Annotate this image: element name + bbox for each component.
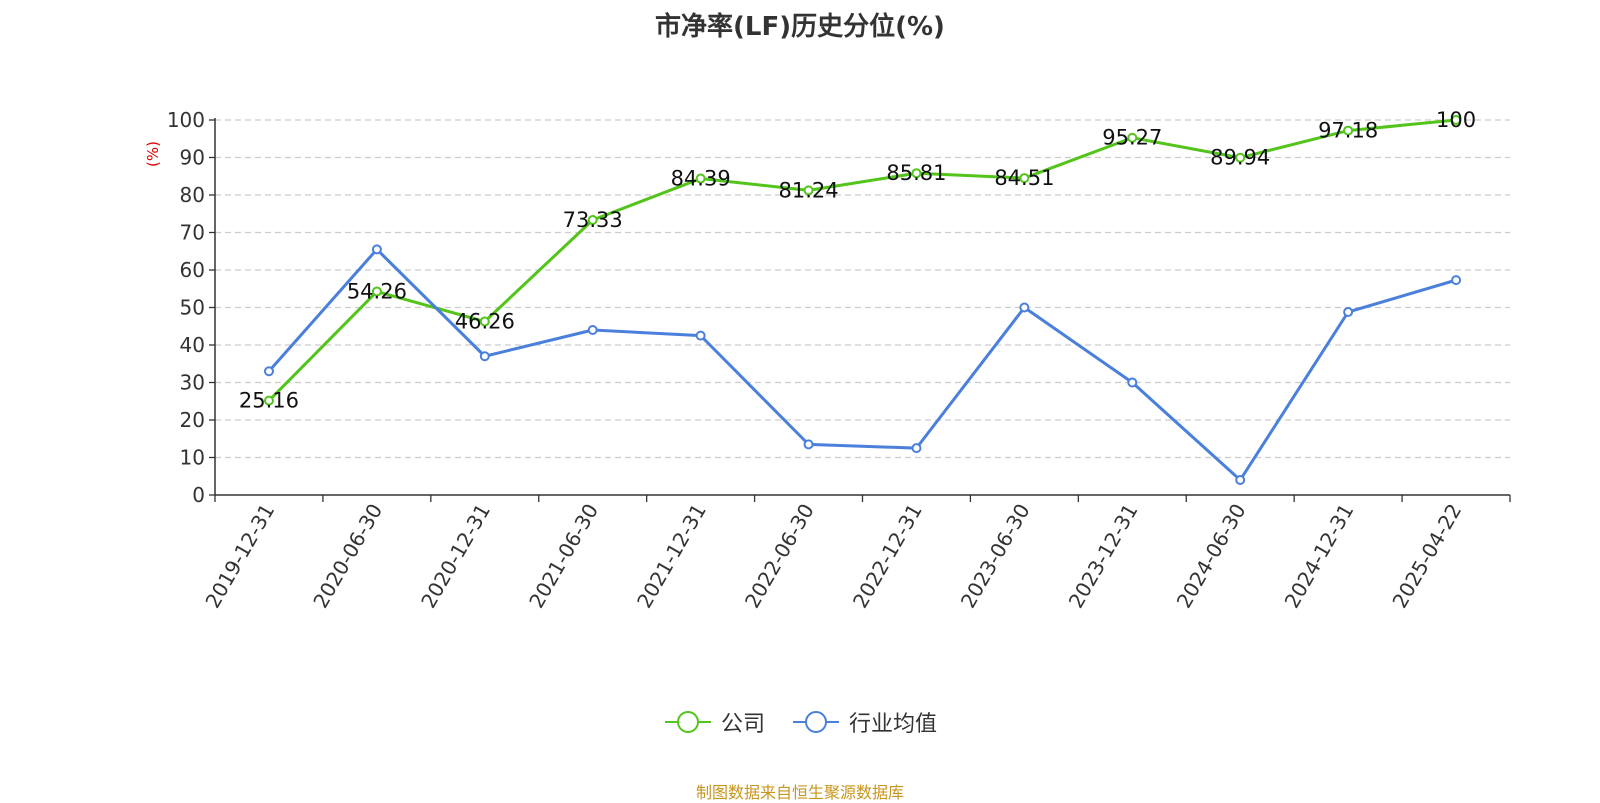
y-tick-label: 50: [180, 296, 205, 320]
legend-item-company[interactable]: 公司: [663, 706, 765, 738]
data-label: 25.16: [239, 389, 299, 413]
y-tick-label: 90: [180, 146, 205, 170]
legend-item-industry[interactable]: 行业均值: [791, 706, 937, 738]
data-label: 85.81: [886, 161, 946, 185]
y-tick-label: 20: [180, 408, 205, 432]
series-0-point: [1451, 115, 1462, 125]
series-1-point: [1235, 475, 1246, 485]
series-1-point: [695, 330, 706, 341]
y-tick-label: 30: [180, 371, 205, 395]
x-tick-label: 2021-12-31: [632, 500, 711, 613]
y-tick-label: 70: [180, 221, 205, 245]
series-0-point: [1127, 132, 1138, 143]
x-tick-label: 2022-06-30: [740, 500, 819, 613]
series-0-point: [911, 168, 922, 179]
chart-title: 市净率(LF)历史分位(%): [655, 12, 945, 42]
x-tick-label: 2024-06-30: [1172, 500, 1251, 613]
x-tick-label: 2023-12-31: [1064, 500, 1143, 613]
series-0-point: [479, 316, 490, 327]
data-label: 81.24: [778, 178, 838, 202]
legend-company-label: 公司: [720, 712, 765, 737]
y-tick-label: 80: [180, 183, 205, 207]
x-tick-label: 2023-06-30: [956, 500, 1035, 613]
x-tick-label: 2025-04-22: [1387, 500, 1466, 613]
series-0-point: [695, 173, 706, 184]
data-labels: 25.16 54.26 46.26 73.33 84.39 81.24 85.81 84.51…: [239, 108, 1476, 413]
y-tick-label: 10: [180, 446, 205, 470]
series-0-point: [803, 185, 814, 196]
series-1-point: [587, 325, 598, 335]
data-label: 95.27: [1102, 126, 1162, 150]
series-line-0: [267, 118, 1457, 402]
series-1-point: [263, 366, 274, 377]
series-1-point: [479, 351, 490, 362]
x-tick-label: 2020-06-30: [308, 500, 387, 613]
data-label: 84.51: [994, 166, 1054, 190]
series-0-point: [371, 286, 382, 297]
y-tick-label: 100: [167, 108, 205, 132]
series-line-1: [267, 247, 1457, 482]
series-1-point: [911, 443, 922, 454]
series-1-point: [1343, 307, 1354, 317]
series-0-point: [263, 395, 274, 406]
legend: 公司 行业均值: [0, 706, 1600, 738]
data-label: 73.33: [563, 208, 623, 232]
source-note: 制图数据来自恒生聚源数据库: [695, 783, 904, 802]
x-tick-label: 2020-12-31: [416, 499, 495, 612]
data-label: 84.39: [671, 167, 731, 191]
series-0-point: [1343, 125, 1354, 136]
data-label: 46.26: [455, 310, 515, 334]
x-tick-label: 2021-06-30: [524, 500, 603, 613]
series: [263, 115, 1462, 485]
y-tick-label: 60: [180, 258, 205, 282]
series-1-point: [803, 439, 814, 450]
series-1-point: [1451, 275, 1462, 286]
y-tick-label: 0: [192, 483, 205, 507]
data-label: 97.18: [1318, 119, 1378, 143]
series-1-point: [371, 244, 382, 255]
series-0-point: [1019, 173, 1030, 184]
legend-company-line-icon: [664, 711, 711, 733]
y-tick-label: 40: [180, 333, 205, 357]
data-label: 89.94: [1210, 146, 1270, 170]
series-0-point: [587, 215, 598, 226]
x-tick-label: 2024-12-31: [1280, 500, 1359, 613]
series-1-point: [1127, 377, 1138, 388]
grid-lines: [215, 119, 1510, 459]
legend-industry-label: 行业均值: [849, 712, 938, 737]
series-0-point: [1235, 152, 1246, 163]
x-tick-label: 2019-12-31: [200, 500, 279, 613]
line-chart: 0 10 20 30 40 50 60 70 80 90 100 2019-12-31 2020-06-…: [144, 108, 1511, 613]
x-tick-label: 2022-12-31: [848, 499, 927, 612]
legend-industry-line-icon: [793, 711, 839, 733]
series-1-point: [1019, 302, 1030, 313]
data-label: 54.26: [347, 280, 407, 304]
data-label: 100: [1436, 108, 1476, 132]
y-axis-label: (%): [144, 141, 162, 167]
